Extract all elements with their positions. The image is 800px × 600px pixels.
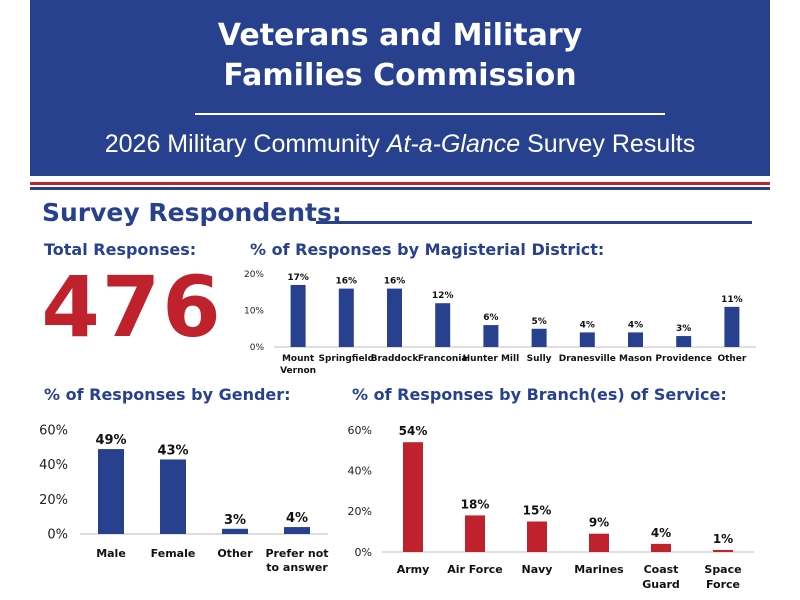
branch-category-label: Force xyxy=(706,578,740,591)
district-category-label: Dranesville xyxy=(559,354,616,364)
page-title: Veterans and Military Families Commissio… xyxy=(30,16,770,96)
section-underline xyxy=(316,221,752,224)
branch-data-label: 1% xyxy=(713,532,733,546)
gender-category-label: Female xyxy=(151,547,196,560)
blue-stripe xyxy=(30,187,770,190)
district-category-label: Providence xyxy=(655,354,712,364)
district-bar xyxy=(387,288,402,347)
gender-chart-title: % of Responses by Gender: xyxy=(44,385,291,404)
district-data-label: 11% xyxy=(721,295,743,305)
district-category-label: Springfield xyxy=(318,354,374,364)
district-category-label: Hunter Mill xyxy=(463,354,520,364)
district-bar xyxy=(724,306,740,347)
branch-bar xyxy=(403,442,423,552)
district-ytick-label: 10% xyxy=(244,307,264,317)
gender-data-label: 49% xyxy=(95,433,126,448)
district-category-label: Sully xyxy=(527,354,552,364)
page-subtitle: 2026 Military Community At-a-Glance Surv… xyxy=(30,130,770,159)
branch-category-label: Navy xyxy=(522,563,553,576)
district-bar xyxy=(676,336,692,347)
district-bar xyxy=(628,332,643,347)
section-title: Survey Respondents: xyxy=(42,198,342,227)
district-data-label: 5% xyxy=(531,317,546,327)
district-chart-title: % of Responses by Magisterial District: xyxy=(250,240,605,259)
district-category-label: Other xyxy=(717,354,746,364)
district-category-label: Braddock xyxy=(371,354,420,364)
district-bar xyxy=(435,303,451,347)
gender-category-label: Male xyxy=(96,547,126,560)
gender-data-label: 4% xyxy=(286,511,308,526)
district-data-label: 6% xyxy=(483,313,498,323)
gender-category-label: Other xyxy=(217,547,253,560)
gender-category-label: to answer xyxy=(266,561,328,574)
gender-ytick-label: 60% xyxy=(39,424,68,439)
branch-data-label: 15% xyxy=(523,504,552,518)
header-divider xyxy=(195,113,665,115)
district-data-label: 12% xyxy=(432,291,454,301)
branch-ytick-label: 60% xyxy=(348,424,372,437)
branch-category-label: Coast xyxy=(644,563,679,576)
branch-data-label: 9% xyxy=(589,516,609,530)
subtitle-prefix: 2026 Military Community xyxy=(104,130,387,158)
branch-bar xyxy=(465,515,485,552)
district-data-label: 17% xyxy=(287,273,309,283)
branch-category-label: Marines xyxy=(574,563,624,576)
branch-bar xyxy=(527,521,547,552)
gender-bar xyxy=(284,527,310,534)
branch-ytick-label: 20% xyxy=(348,505,372,518)
subtitle-emphasis: At-a-Glance xyxy=(386,130,521,158)
page-title-line-2: Families Commission xyxy=(223,58,577,93)
gender-ytick-label: 0% xyxy=(47,528,68,543)
page-title-line-1: Veterans and Military xyxy=(217,18,583,53)
gender-bar xyxy=(222,528,248,534)
district-bar xyxy=(579,332,595,347)
district-data-label: 16% xyxy=(384,277,406,287)
branch-category-label: Air Force xyxy=(447,563,503,576)
branch-data-label: 18% xyxy=(461,497,490,511)
gender-ytick-label: 40% xyxy=(39,458,68,473)
branch-bar xyxy=(713,549,733,552)
gender-data-label: 3% xyxy=(224,513,246,528)
total-responses-label: Total Responses: xyxy=(44,240,197,259)
district-data-label: 3% xyxy=(676,324,691,334)
gender-data-label: 43% xyxy=(157,443,188,458)
branch-bar-chart: 0% 20% 40% 60% 54% Army 18% Air Force 15% Navy 9% M… xyxy=(348,424,754,591)
gender-bar xyxy=(160,459,186,534)
gender-bar xyxy=(98,449,124,534)
total-responses-value: 476 xyxy=(41,258,223,356)
red-stripe xyxy=(30,182,770,185)
district-data-label: 4% xyxy=(628,320,643,330)
branch-data-label: 4% xyxy=(651,526,671,540)
district-bar xyxy=(483,325,499,347)
branch-ytick-label: 0% xyxy=(355,546,372,559)
district-bar-chart: 0% 10% 20% 17% Mount Vernon 16% Springfield 16% B… xyxy=(244,270,756,376)
header-banner: Veterans and Military Families Commissio… xyxy=(30,0,770,176)
district-category-label: Vernon xyxy=(280,366,316,376)
branch-category-label: Space xyxy=(704,563,741,576)
branch-category-label: Guard xyxy=(642,578,680,591)
branch-data-label: 54% xyxy=(399,424,428,438)
gender-ytick-label: 20% xyxy=(39,493,68,508)
branch-bar xyxy=(651,543,671,552)
district-ytick-label: 0% xyxy=(250,343,265,353)
branch-ytick-label: 40% xyxy=(348,465,372,478)
branch-category-label: Army xyxy=(397,563,430,576)
district-data-label: 4% xyxy=(580,320,595,330)
district-bar xyxy=(338,288,354,347)
district-category-label: Franconia xyxy=(418,354,468,364)
branch-chart-title: % of Responses by Branch(es) of Service: xyxy=(352,385,727,404)
district-category-label: Mason xyxy=(619,354,652,364)
district-bar xyxy=(290,284,306,347)
district-ytick-label: 20% xyxy=(244,270,264,280)
subtitle-suffix: Survey Results xyxy=(520,130,696,158)
district-category-label: Mount xyxy=(282,354,315,364)
gender-bar-chart: 0% 20% 40% 60% 49% Male 43% Female 3% Other 4% Pref… xyxy=(39,424,328,574)
district-data-label: 16% xyxy=(336,277,358,287)
district-bar xyxy=(531,328,547,347)
branch-bar xyxy=(589,533,609,552)
gender-category-label: Prefer not xyxy=(265,547,328,560)
